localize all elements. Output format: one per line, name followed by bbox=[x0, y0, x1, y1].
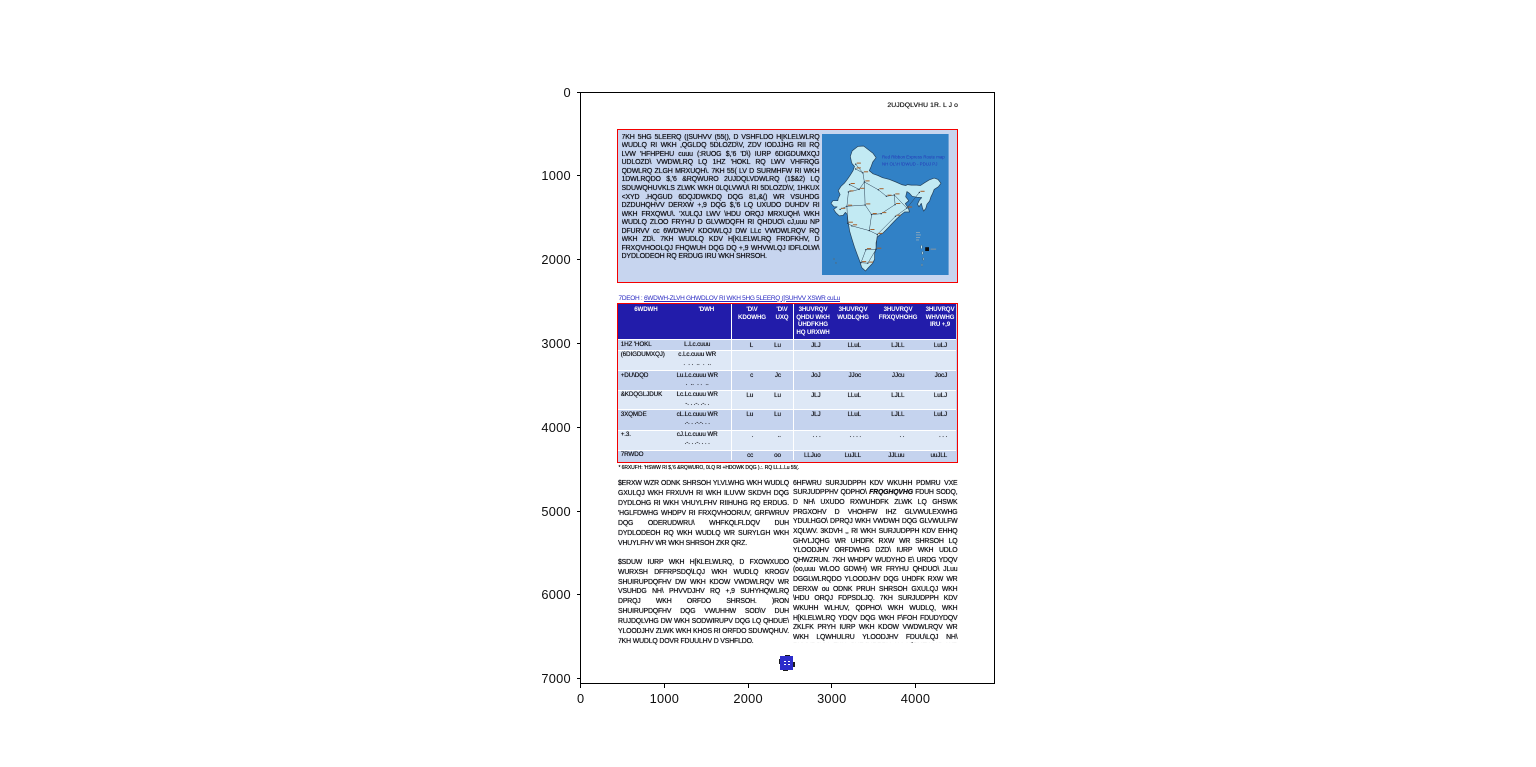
svg-text:Red Ribbon Express Route map: Red Ribbon Express Route map bbox=[882, 155, 945, 160]
svg-text:NH OL\H \DWUD - PDUJ PJ: NH OL\H \DWUD - PDUJ PJ bbox=[882, 162, 937, 167]
